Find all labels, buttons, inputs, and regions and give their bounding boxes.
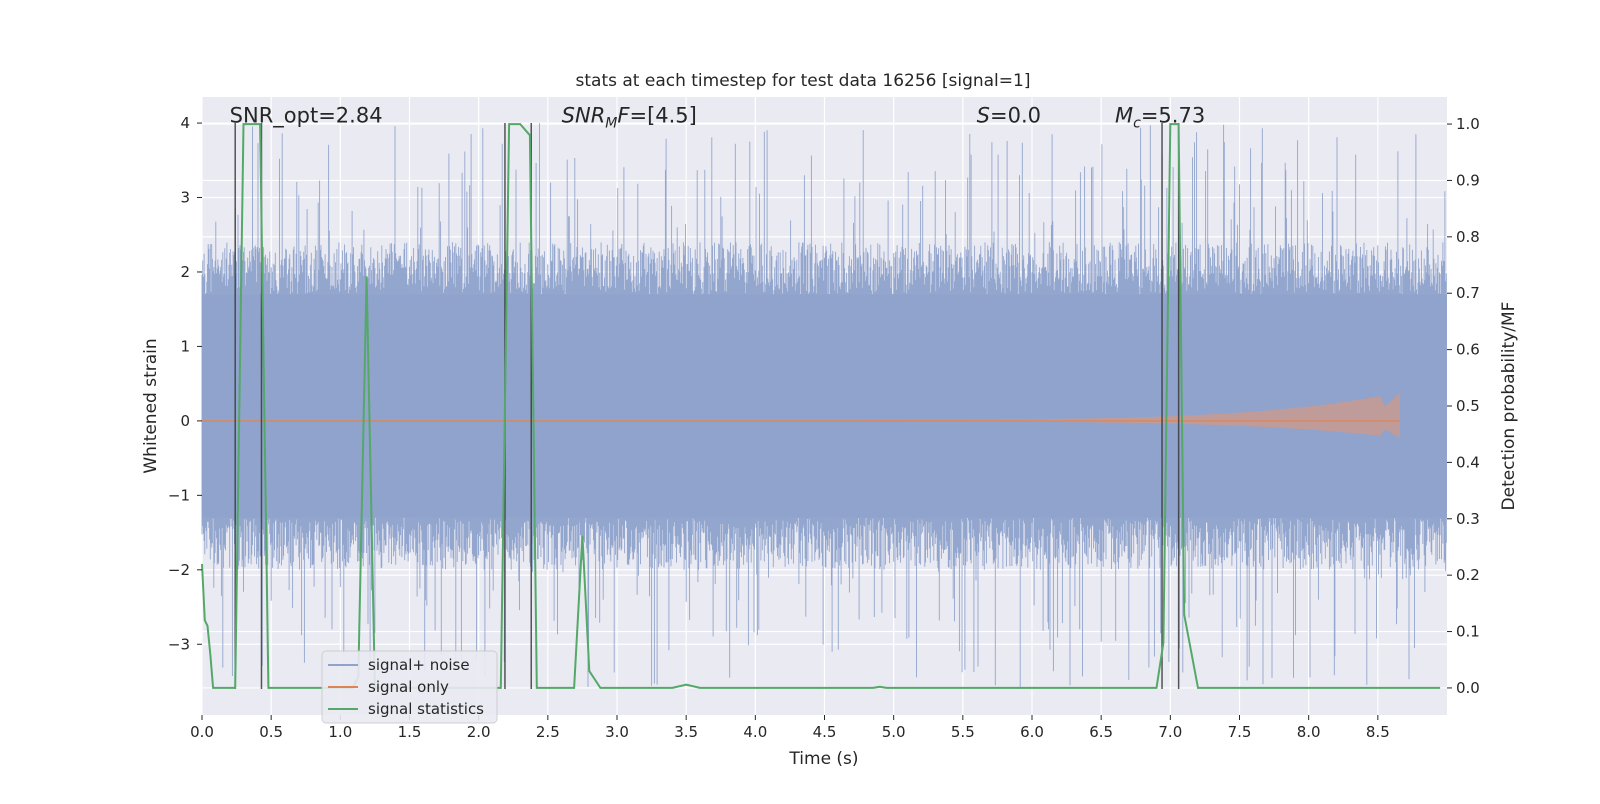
y-tick-label-left: −1	[168, 486, 190, 504]
x-tick-label: 7.0	[1158, 723, 1182, 741]
noise-series	[201, 123, 1447, 689]
x-tick-label: 4.0	[743, 723, 767, 741]
y-tick-label-left: 1	[180, 337, 190, 355]
x-axis-label: Time (s)	[788, 749, 858, 769]
y-tick-label-right: 0.8	[1456, 228, 1480, 246]
y-tick-label-left: −2	[168, 561, 190, 579]
y-tick-label-left: 0	[180, 412, 190, 430]
y-tick-label-right: 0.0	[1456, 679, 1480, 697]
annotations: SNR_opt=2.84 SNRMF=[4.5] S=0.0 Mc=5.73	[230, 103, 1206, 131]
legend-label: signal+ noise	[368, 656, 470, 674]
y-tick-label-left: 4	[180, 114, 190, 132]
legend: signal+ noise signal only signal statistic…	[321, 650, 498, 724]
annotation-text: SNR_opt=2.84	[230, 103, 383, 128]
annotation-text: S=0.0	[977, 103, 1041, 127]
y-tick-label-right: 0.9	[1456, 171, 1480, 189]
y-tick-label-left: 2	[180, 263, 190, 281]
x-tick-label: 8.0	[1297, 723, 1321, 741]
y-tick-label-right: 0.4	[1456, 453, 1480, 471]
x-tick-label: 1.5	[398, 723, 422, 741]
y-axis-label-left: Whitened strain	[141, 338, 161, 473]
x-tick-label: 8.5	[1366, 723, 1390, 741]
y-tick-label-left: 3	[180, 189, 190, 207]
x-tick-label: 4.5	[813, 723, 837, 741]
y-tick-label-right: 1.0	[1456, 115, 1480, 133]
statistics-line	[201, 123, 1441, 689]
legend-label: signal statistics	[368, 700, 484, 718]
x-tick-label: 5.5	[951, 723, 975, 741]
x-tick-label: 6.0	[1020, 723, 1044, 741]
signal-only-series	[202, 392, 1400, 438]
statistics-series	[201, 123, 1441, 689]
x-tick-label: 6.5	[1089, 723, 1113, 741]
y-tick-label-left: −3	[168, 635, 190, 653]
x-tick-label: 5.0	[882, 723, 906, 741]
y-ticks-left: −3 −2 −1 0 1 2 3 4	[168, 114, 202, 653]
x-tick-label: 1.0	[328, 723, 352, 741]
y-tick-label-right: 0.1	[1456, 623, 1480, 641]
y-tick-label-right: 0.7	[1456, 284, 1480, 302]
y-tick-label-right: 0.3	[1456, 510, 1480, 528]
x-ticks: 0.0 0.5 1.0 1.5 2.0 2.5 3.0 3.5 4.0 4.5 5.0 5.5 6.0 6…	[190, 715, 1390, 741]
y-tick-label-right: 0.5	[1456, 397, 1480, 415]
x-tick-label: 0.0	[190, 723, 214, 741]
x-tick-label: 3.0	[605, 723, 629, 741]
y-tick-label-right: 0.6	[1456, 341, 1480, 359]
x-tick-label: 2.5	[536, 723, 560, 741]
x-tick-label: 7.5	[1228, 723, 1252, 741]
y-tick-label-right: 0.2	[1456, 566, 1480, 584]
legend-label: signal only	[368, 678, 449, 696]
y-ticks-right: 0.0 0.1 0.2 0.3 0.4 0.5 0.6 0.7 0.8 0.9 1.0	[1447, 115, 1480, 697]
x-tick-label: 2.0	[467, 723, 491, 741]
annotation-text: SNRMF=[4.5]	[562, 103, 697, 131]
x-tick-label: 0.5	[259, 723, 283, 741]
noise-band	[202, 294, 1447, 518]
y-axis-label-right: Detection probability/MF	[1499, 302, 1519, 511]
annotation-text: Mc=5.73	[1115, 103, 1205, 131]
x-tick-label: 3.5	[674, 723, 698, 741]
chart-title: stats at each timestep for test data 162…	[576, 71, 1031, 91]
legend-box	[321, 650, 498, 724]
